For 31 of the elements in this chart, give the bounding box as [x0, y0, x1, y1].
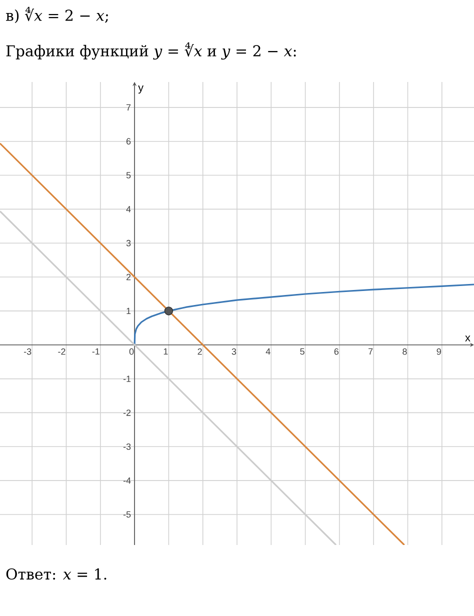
- y-tick-label: -1: [123, 376, 131, 382]
- y-tick-label: 3: [126, 240, 131, 246]
- x-tick-label: 9: [436, 348, 441, 355]
- line-series: [134, 284, 474, 346]
- y-tick-label: -3: [123, 443, 131, 450]
- y-tick-label: -4: [123, 477, 131, 484]
- y-tick-label: -5: [123, 511, 131, 518]
- y-axis-title: y: [138, 86, 144, 94]
- x-tick-label: 5: [300, 348, 304, 355]
- y-tick-label: 7: [126, 104, 131, 111]
- y-tick-label: 2: [126, 274, 131, 280]
- x-tick-label: 1: [164, 348, 168, 355]
- x-tick-label: 6: [334, 348, 339, 355]
- y-tick-label: 1: [126, 308, 131, 314]
- x-tick-label: -3: [24, 348, 32, 355]
- x-tick-label: 3: [232, 348, 236, 355]
- text: Ответ: x = 1.: [6, 568, 106, 580]
- x-tick-label: 8: [402, 348, 407, 355]
- x-tick-label: -1: [92, 348, 100, 355]
- x-tick-label: 4: [266, 348, 270, 355]
- x-axis-title: x: [465, 336, 470, 342]
- x-tick-label: 7: [368, 348, 373, 355]
- chart-title: в) ∜x = 2 − x;: [6, 6, 108, 24]
- text: Графики функций y = ∜x и y = 2 − x:: [6, 42, 296, 60]
- y-tick-label: -2: [123, 410, 131, 416]
- y-tick-label: 5: [126, 172, 131, 178]
- x-tick-label: 2: [198, 348, 202, 355]
- x-tick-label: 0: [129, 348, 134, 355]
- x-tick-label: -2: [58, 348, 66, 355]
- y-tick-label: 4: [126, 206, 131, 212]
- y-tick-label: 6: [126, 138, 131, 145]
